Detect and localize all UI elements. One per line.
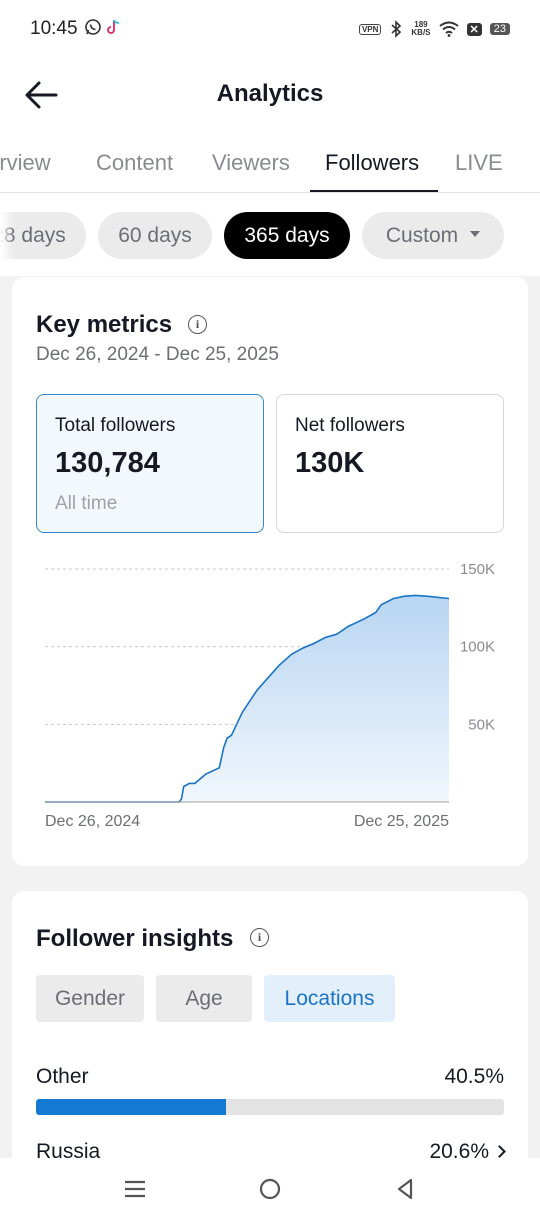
filter-28-days[interactable]: 28 days [0,212,86,259]
total-followers-card[interactable]: Total followers 130,784 All time [36,394,264,533]
tab-live[interactable]: LIVE [455,150,503,175]
chip-locations[interactable]: Locations [264,975,395,1022]
y-tick-label: 50K [468,716,495,733]
whatsapp-icon [85,19,101,35]
date-filter-bar: 28 days 60 days 365 days Custom [0,193,540,276]
location-bar-fill [36,1099,226,1115]
back-icon[interactable] [390,1174,420,1204]
total-followers-value: 130,784 [55,447,160,479]
chevron-right-icon [493,1145,506,1158]
back-button[interactable] [22,75,62,115]
tab-content[interactable]: Content [96,150,174,175]
system-nav-bar [0,1158,540,1218]
app-bar: Analytics [0,58,540,134]
status-bar: 10:45 VPN 189 KB/S ✕ 23 [0,0,540,58]
follower-insights-card: Follower insights i Gender Age Locations… [12,891,528,1181]
x-app-icon: ✕ [466,22,482,36]
tiktok-icon [107,19,120,34]
network-speed: 189 KB/S [411,20,431,37]
bluetooth-icon [391,20,402,38]
location-name: Other [36,1065,89,1088]
chip-age[interactable]: Age [156,975,252,1022]
wifi-icon [438,21,459,37]
location-percent: 20.6% [429,1140,489,1163]
tab-followers[interactable]: Followers [325,150,420,175]
net-followers-card[interactable]: Net followers 130K [276,394,504,533]
filter-custom[interactable]: Custom [362,212,504,259]
filter-365-days[interactable]: 365 days [224,212,350,259]
follower-insights-title: Follower insights [36,925,234,952]
vpn-icon: VPN [358,23,382,35]
key-metrics-title: Key metrics [36,311,173,338]
filter-60-days[interactable]: 60 days [98,212,212,259]
tab-viewers[interactable]: Viewers [212,150,290,175]
back-arrow-icon [25,81,58,109]
followers-chart: 150K 100K 50K Dec 26, 2024 Dec 25, 2025 [45,561,495,830]
location-bar [36,1099,504,1115]
menu-icon[interactable] [120,1174,150,1204]
key-metrics-card: Key metrics i Dec 26, 2024 - Dec 25, 202… [12,277,528,866]
y-tick-label: 150K [460,561,495,578]
chart-area [45,595,449,802]
active-tab-indicator [310,190,438,192]
x-end-label: Dec 25, 2025 [354,813,449,830]
location-percent: 40.5% [444,1065,504,1088]
caret-down-icon [470,231,481,238]
status-time: 10:45 [30,18,78,39]
x-start-label: Dec 26, 2024 [45,813,140,830]
total-followers-sub: All time [55,493,118,514]
filter-custom-label: Custom [385,224,459,247]
date-range: Dec 26, 2024 - Dec 25, 2025 [36,344,279,365]
chart-line [45,594,450,803]
total-followers-label: Total followers [55,415,176,436]
battery-icon: 23 [489,23,510,35]
info-icon[interactable]: i [188,315,207,334]
page-title: Analytics [216,80,324,107]
info-icon[interactable]: i [250,928,269,947]
location-name: Russia [36,1140,101,1163]
chip-gender[interactable]: Gender [36,975,144,1022]
home-icon[interactable] [255,1174,285,1204]
tab-overview[interactable]: Overview [0,150,51,175]
tab-bar: Overview Content Viewers Followers LIVE [0,134,540,193]
net-followers-value: 130K [295,447,365,479]
y-tick-label: 100K [460,639,495,656]
net-followers-label: Net followers [295,415,405,436]
